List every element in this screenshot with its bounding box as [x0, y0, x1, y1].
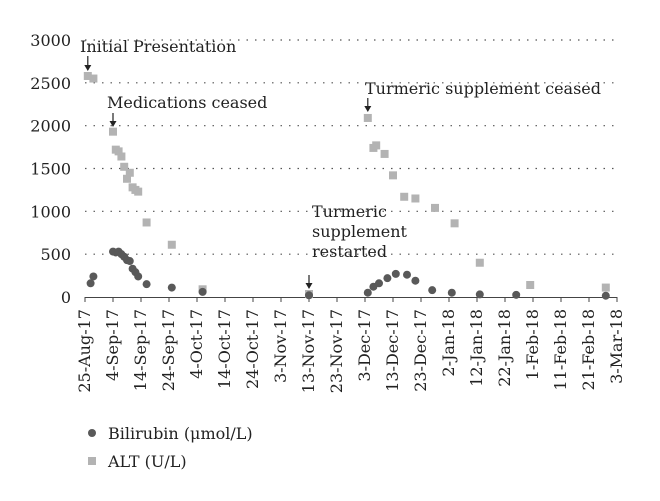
annotation-turmeric-supplement-ceased: Turmeric supplement ceased — [365, 79, 601, 98]
bilirubin-point — [134, 272, 143, 281]
x-tick-label: 14-Oct-17 — [215, 309, 234, 389]
x-tick-label: 23-Dec-17 — [411, 309, 430, 392]
legend-marker-bilirubin — [88, 429, 96, 437]
legend-label-alt: ALT (U/L) — [107, 452, 187, 471]
bilirubin-point — [475, 290, 484, 299]
alt-point — [109, 127, 117, 136]
grid-lines — [85, 39, 617, 255]
alt-point — [123, 174, 131, 183]
data-points — [83, 71, 610, 300]
y-tick-label: 1500 — [30, 160, 71, 179]
alt-point — [167, 240, 176, 249]
y-tick-label: 2000 — [30, 117, 71, 136]
x-tick-label: 11-Feb-18 — [551, 309, 570, 390]
alt-point — [125, 168, 134, 177]
alt-point — [89, 74, 98, 83]
x-tick-label: 4-Oct-17 — [187, 309, 206, 379]
x-tick-label: 2-Jan-18 — [439, 309, 458, 377]
alt-point — [389, 171, 397, 180]
legend-marker-alt — [88, 457, 96, 465]
annotation-turmeric-supplement-restarted: Turmeric supplement restarted — [312, 202, 408, 261]
y-tick-label: 2500 — [30, 74, 71, 93]
alt-point — [450, 219, 459, 228]
bilirubin-point — [363, 288, 372, 297]
alt-point — [363, 113, 372, 122]
legend: Bilirubin (μmol/L) ALT (U/L) — [88, 424, 253, 471]
bilirubin-point — [601, 291, 610, 300]
bilirubin-point — [383, 274, 392, 283]
annotation-medications-ceased: Medications ceased — [107, 93, 267, 112]
y-tick-label: 500 — [40, 245, 71, 264]
alt-point — [431, 203, 439, 212]
bilirubin-point — [447, 288, 456, 297]
alt-point — [411, 194, 420, 203]
alt-point — [400, 192, 409, 201]
alt-point — [526, 281, 535, 290]
bilirubin-point — [391, 269, 400, 278]
bilirubin-point — [89, 272, 98, 281]
annotation-arrow-head — [305, 283, 313, 289]
y-tick-label: 0 — [61, 288, 71, 307]
annotations: Initial Presentation Medications ceased Tu… — [80, 37, 601, 289]
bilirubin-point — [167, 283, 176, 292]
x-tick-label: 3-Mar-18 — [607, 309, 626, 384]
alt-point — [83, 71, 92, 80]
x-tick-label: 1-Feb-18 — [523, 309, 542, 380]
bilirubin-point — [142, 280, 151, 289]
x-tick-label: 25-Aug-17 — [75, 309, 94, 393]
annotation-arrow-head — [84, 65, 92, 71]
x-tick-label: 21-Feb-18 — [579, 309, 598, 390]
bilirubin-point — [411, 276, 420, 285]
alt-point — [601, 283, 610, 292]
bilirubin-point — [125, 257, 134, 266]
bilirubin-point — [375, 279, 383, 288]
bilirubin-point — [428, 286, 437, 295]
bilirubin-point — [305, 291, 313, 300]
bilirubin-point — [403, 270, 411, 279]
x-tick-label: 3-Dec-17 — [355, 309, 374, 382]
x-tick-label: 22-Jan-18 — [495, 309, 514, 387]
alt-point — [117, 152, 126, 161]
y-tick-label: 3000 — [30, 31, 71, 50]
x-tick-label: 13-Nov-17 — [299, 309, 318, 393]
alt-point — [372, 141, 381, 150]
alt-point — [380, 149, 389, 158]
annotation-arrow-head — [364, 106, 372, 112]
x-tick-label: 13-Dec-17 — [383, 309, 402, 392]
alt-point — [142, 218, 151, 227]
annotation-initial-presentation: Initial Presentation — [80, 37, 236, 56]
legend-label-bilirubin: Bilirubin (μmol/L) — [108, 424, 253, 443]
x-axis-tick-labels: 25-Aug-17 4-Sep-17 14-Sep-17 24-Sep-17 4-Oct… — [75, 297, 626, 393]
x-tick-label: 4-Sep-17 — [103, 309, 122, 381]
annotation-arrow-head — [109, 121, 117, 127]
x-tick-label: 24-Oct-17 — [243, 309, 262, 389]
x-tick-label: 23-Nov-17 — [327, 309, 346, 393]
alt-point — [475, 258, 484, 267]
x-tick-label: 3-Nov-17 — [271, 309, 290, 383]
alt-point — [120, 162, 129, 171]
x-tick-label: 12-Jan-18 — [467, 309, 486, 387]
bilirubin-point — [512, 290, 521, 299]
alt-point — [114, 147, 123, 156]
x-tick-label: 14-Sep-17 — [131, 309, 150, 391]
bilirubin-point — [86, 279, 95, 288]
bilirubin-point — [198, 287, 207, 296]
x-tick-label: 24-Sep-17 — [159, 309, 178, 391]
y-tick-label: 1000 — [30, 202, 71, 221]
alt-point — [134, 187, 143, 196]
y-axis-tick-labels: 0 500 1000 1500 2000 2500 3000 — [30, 31, 71, 307]
